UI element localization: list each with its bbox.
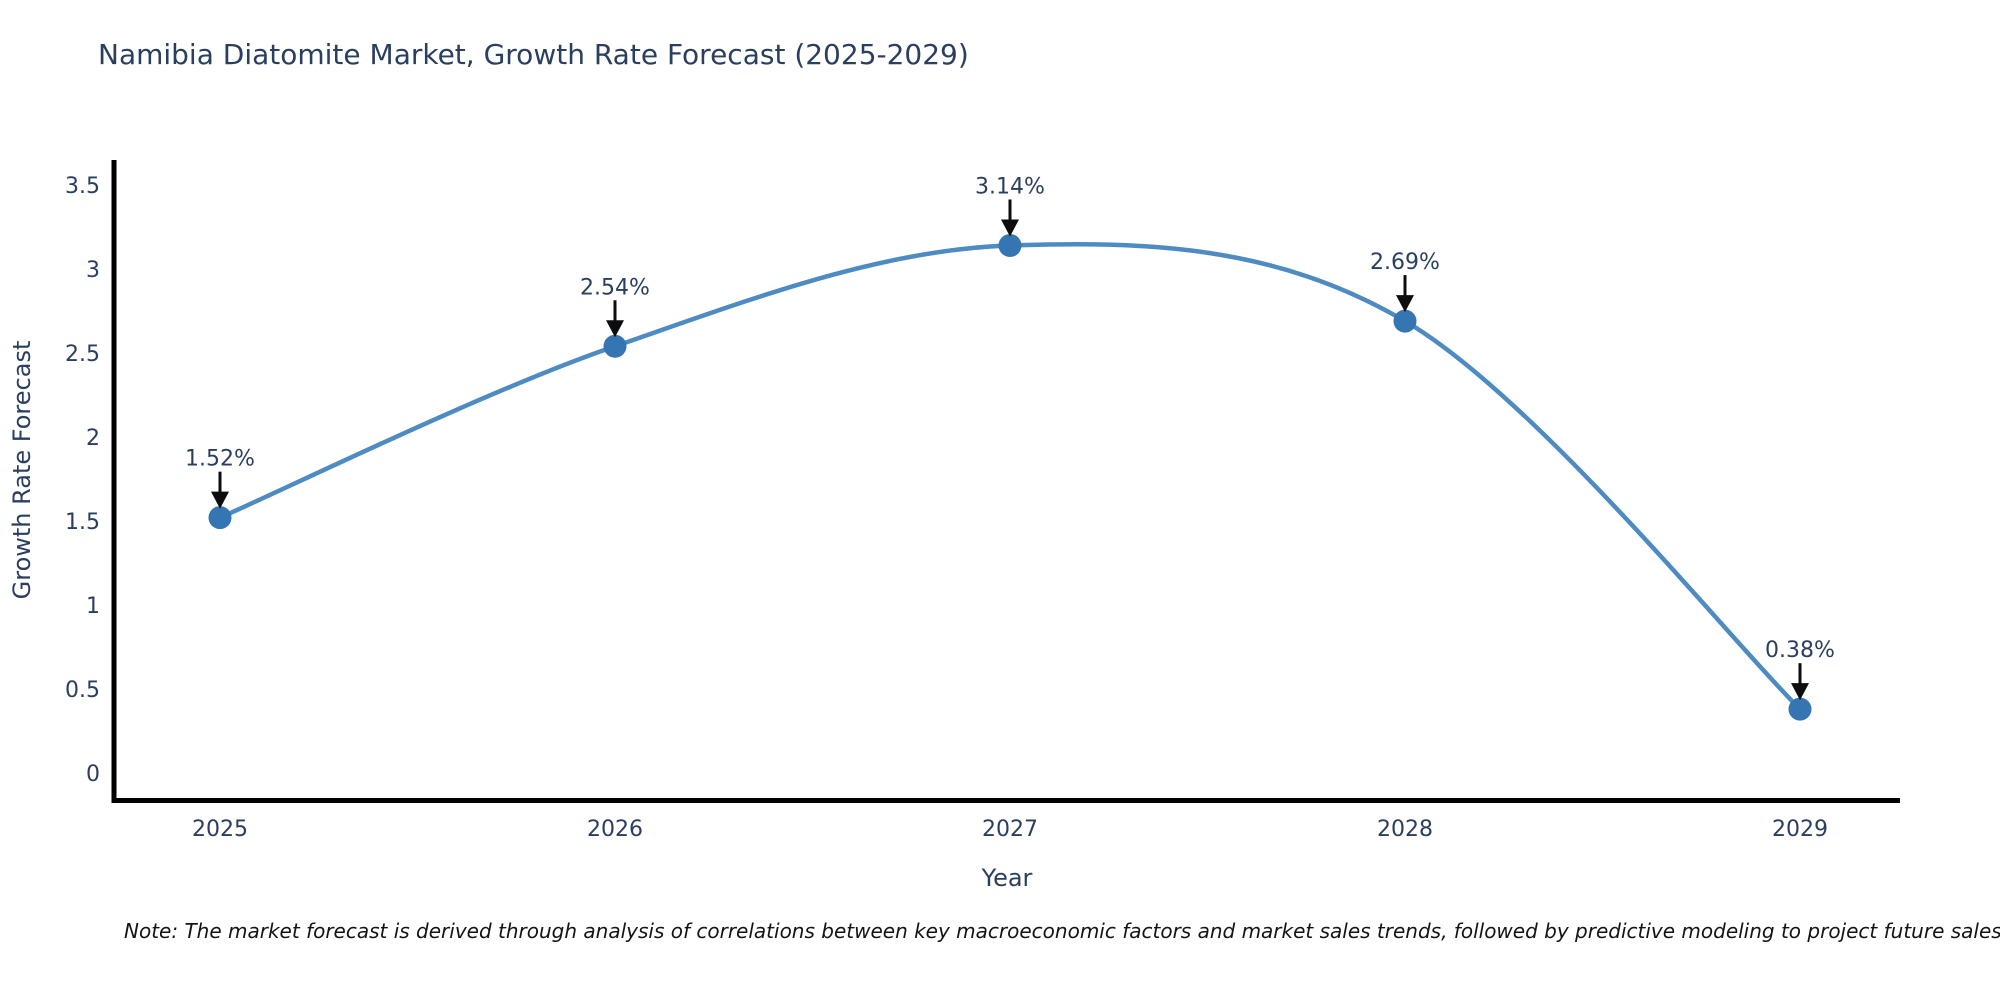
data-point-marker [603, 334, 627, 358]
y-tick-label: 2.5 [65, 342, 100, 367]
y-tick-label: 1 [86, 594, 100, 619]
y-tick-label: 0 [86, 762, 100, 787]
annotation-arrow-head [1791, 683, 1809, 701]
chart-footnote: Note: The market forecast is derived thr… [124, 919, 2000, 943]
point-annotation-label: 1.52% [185, 447, 255, 472]
annotation-arrow-head [1001, 219, 1019, 237]
x-tick-label: 2027 [982, 817, 1038, 842]
x-tick-label: 2029 [1772, 817, 1828, 842]
y-axis-line [111, 160, 117, 803]
x-axis-line [111, 798, 1900, 803]
annotation-arrow-head [211, 491, 229, 509]
x-tick-label: 2028 [1377, 817, 1433, 842]
y-tick-label: 3 [86, 258, 100, 283]
point-annotation-label: 3.14% [975, 174, 1045, 199]
data-point-marker [998, 233, 1022, 257]
point-annotation-label: 2.54% [580, 275, 650, 300]
annotation-arrow-head [606, 320, 624, 338]
y-tick-label: 3.5 [65, 174, 100, 199]
annotation-arrow-head [1396, 295, 1414, 313]
x-axis-title: Year [981, 864, 1033, 892]
data-point-marker [208, 506, 232, 530]
y-tick-label: 2 [86, 426, 100, 451]
point-annotation-label: 0.38% [1765, 638, 1835, 663]
plot-layer: 0 0.5 1 1.5 2 2.5 3 3.5 2025 2026 2027 2028 2029 1.52… [65, 160, 1900, 842]
x-tick-label: 2025 [192, 817, 248, 842]
x-tick-label: 2026 [587, 817, 643, 842]
point-annotation-label: 2.69% [1370, 250, 1440, 275]
data-point-marker [1393, 309, 1417, 333]
y-axis-title: Growth Rate Forecast [8, 341, 36, 600]
data-point-marker [1788, 697, 1812, 721]
y-tick-label: 0.5 [65, 678, 100, 703]
y-tick-label: 1.5 [65, 510, 100, 535]
chart-title: Namibia Diatomite Market, Growth Rate Fo… [98, 38, 969, 71]
series-line [217, 242, 1803, 712]
